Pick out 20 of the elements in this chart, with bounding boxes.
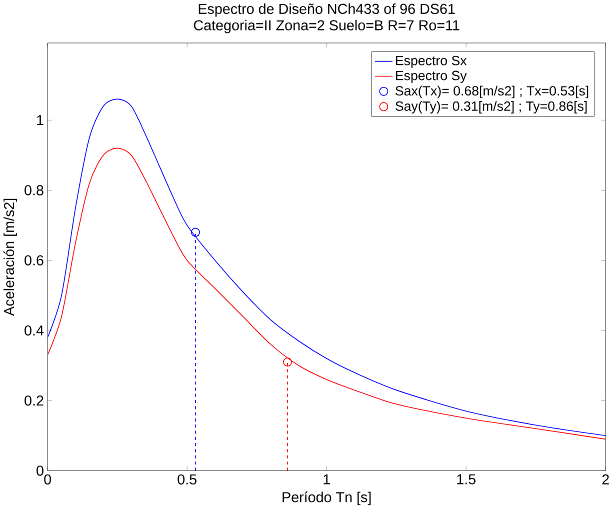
legend-label: Say(Ty)= 0.31[m/s2] ; Ty=0.86[s] xyxy=(396,101,587,114)
y-tick-label: 0.4 xyxy=(24,326,44,336)
y-axis-title: Aceleración [m/s2] xyxy=(3,199,17,316)
y-tick-label: 0.8 xyxy=(24,185,44,196)
y-tick-label: 1 xyxy=(37,115,44,126)
x-tick-label: 1 xyxy=(324,474,330,484)
legend-label: Espectro Sx xyxy=(396,56,467,68)
x-tick-label: 0.5 xyxy=(178,474,196,485)
legend-label: Sax(Tx)= 0.68[m/s2] ; Tx=0.53[s] xyxy=(396,86,588,98)
line-series xyxy=(48,148,606,440)
x-tick-label: 0 xyxy=(44,474,52,485)
chart-subtitle: Categoria=II Zona=2 Suelo=B R=7 Ro=11 xyxy=(194,20,460,34)
y-tick-label: 0 xyxy=(36,466,44,476)
chart-title: Espectro de Diseño NCh433 of 96 DS61 xyxy=(198,4,455,18)
x-tick-label: 2 xyxy=(602,474,609,485)
x-tick-label: 1.5 xyxy=(457,474,476,485)
y-tick-label: 0.6 xyxy=(24,255,44,266)
legend-label: Espectro Sy xyxy=(396,71,467,84)
x-axis-title: Período Tn [s] xyxy=(282,492,371,506)
y-tick-label: 0.2 xyxy=(24,396,44,406)
